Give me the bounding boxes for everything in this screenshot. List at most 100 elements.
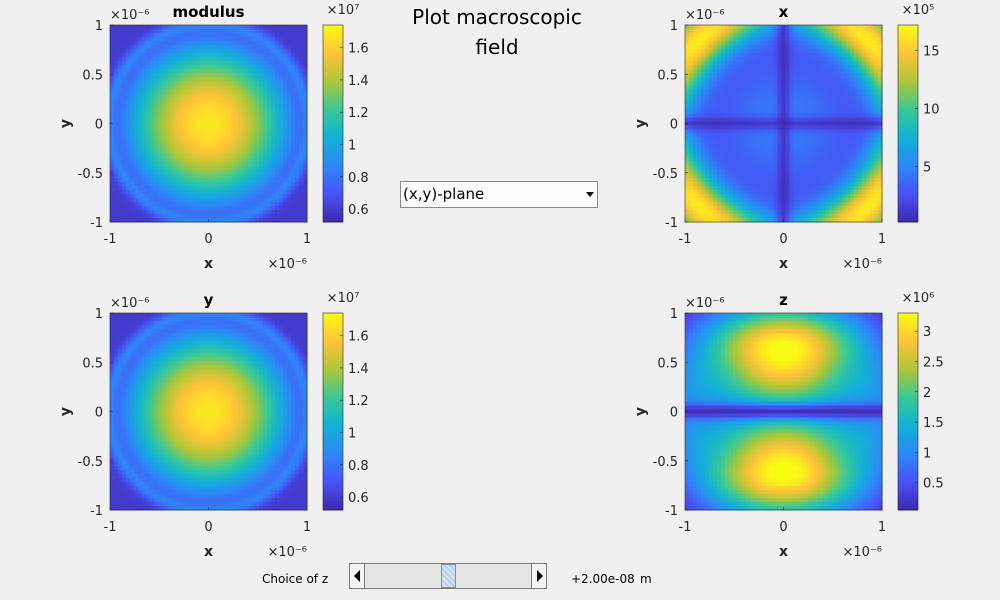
heatmap-cell [238, 69, 244, 74]
heatmap-cell [114, 97, 119, 102]
heatmap-cell [138, 41, 143, 46]
heatmap-cell [761, 77, 767, 82]
heatmap-cell [214, 213, 220, 219]
heatmap-cell [829, 61, 835, 66]
heatmap-cell [182, 137, 187, 143]
heatmap-cell [865, 85, 871, 90]
heatmap-cell [729, 69, 734, 74]
heatmap-cell [829, 153, 835, 159]
heatmap-cell [785, 185, 791, 191]
heatmap-cell [202, 177, 208, 183]
heatmap-cell [761, 101, 767, 107]
heatmap-cell [150, 101, 155, 107]
chart-title: x [779, 3, 789, 21]
heatmap-cell [745, 137, 750, 143]
heatmap-cell [174, 185, 179, 191]
heatmap-cell [721, 165, 726, 171]
heatmap-cell [274, 177, 280, 183]
heatmap-cell [138, 65, 143, 70]
heatmap-cell [270, 157, 276, 163]
heatmap-cell [274, 137, 280, 143]
heatmap-cell [809, 69, 815, 74]
heatmap-cell [853, 37, 859, 42]
heatmap-cell [781, 133, 787, 139]
heatmap-cell [170, 137, 175, 143]
heatmap-cell [222, 65, 228, 70]
heatmap-cell [258, 113, 264, 119]
heatmap-cell [697, 121, 702, 127]
heatmap-cell [709, 29, 714, 34]
heatmap-cell [298, 213, 304, 219]
heatmap-cell [777, 149, 783, 155]
heatmap-cell [234, 129, 240, 135]
heatmap-cell [118, 209, 123, 215]
heatmap-cell [753, 29, 758, 34]
heatmap-cell [134, 81, 139, 86]
heatmap-cell [198, 25, 204, 30]
heatmap-cell [761, 173, 767, 179]
heatmap-cell [142, 169, 147, 175]
heatmap-cell [270, 45, 276, 50]
heatmap-cell [873, 85, 879, 90]
heatmap-cell [274, 125, 280, 131]
heatmap-cell [877, 177, 883, 183]
heatmap-cell [238, 161, 244, 167]
heatmap-cell [805, 25, 811, 30]
heatmap-cell [166, 201, 171, 207]
heatmap-cell [126, 117, 131, 123]
heatmap-cell [845, 117, 851, 123]
heatmap-cell [761, 201, 767, 207]
heatmap-cell [713, 33, 718, 38]
heatmap-cell [250, 85, 256, 90]
heatmap-cell [873, 201, 879, 207]
heatmap-cell [833, 25, 839, 30]
heatmap-cell [781, 177, 787, 183]
heatmap-cell [761, 53, 767, 58]
heatmap-cell [150, 217, 155, 223]
heatmap-cell [797, 161, 803, 167]
heatmap-cell [214, 61, 220, 66]
heatmap-cell [697, 49, 702, 54]
heatmap-cell [701, 137, 706, 143]
heatmap-cell [833, 109, 839, 115]
heatmap-cell [202, 53, 208, 58]
heatmap-cell [805, 181, 811, 187]
heatmap-cell [158, 157, 163, 163]
heatmap-cell [190, 145, 196, 151]
heatmap-cell [242, 45, 248, 50]
heatmap-cell [829, 205, 835, 211]
heatmap-cell [685, 205, 690, 211]
heatmap-cell [845, 61, 851, 66]
heatmap-cell [234, 185, 240, 191]
heatmap-cell [741, 193, 746, 199]
heatmap-cell [805, 145, 811, 151]
heatmap-cell [254, 153, 260, 159]
heatmap-cell [262, 65, 268, 70]
heatmap-cell [246, 169, 252, 175]
heatmap-cell [122, 97, 127, 102]
heatmap-cell [857, 153, 863, 159]
heatmap-cell [290, 201, 296, 207]
colorbar-segment [898, 139, 918, 144]
heatmap-cell [154, 217, 159, 223]
heatmap-cell [174, 105, 179, 111]
heatmap-cell [158, 85, 163, 90]
colorbar-segment [898, 179, 918, 184]
heatmap-cell [729, 113, 734, 119]
heatmap-cell [805, 45, 811, 50]
heatmap-cell [749, 181, 754, 187]
heatmap-cell [282, 77, 288, 82]
heatmap-cell [757, 57, 762, 62]
heatmap-cell [178, 145, 183, 151]
heatmap-cell [733, 97, 738, 102]
heatmap-cell [134, 25, 139, 30]
heatmap-cell [134, 169, 139, 175]
heatmap-cell [118, 49, 123, 54]
heatmap-cell [877, 33, 883, 38]
heatmap-cell [138, 37, 143, 42]
heatmap-cell [146, 213, 151, 219]
heatmap-cell [294, 169, 300, 175]
heatmap-cell [801, 169, 807, 175]
heatmap-cell [865, 169, 871, 175]
heatmap-cell [797, 85, 803, 90]
